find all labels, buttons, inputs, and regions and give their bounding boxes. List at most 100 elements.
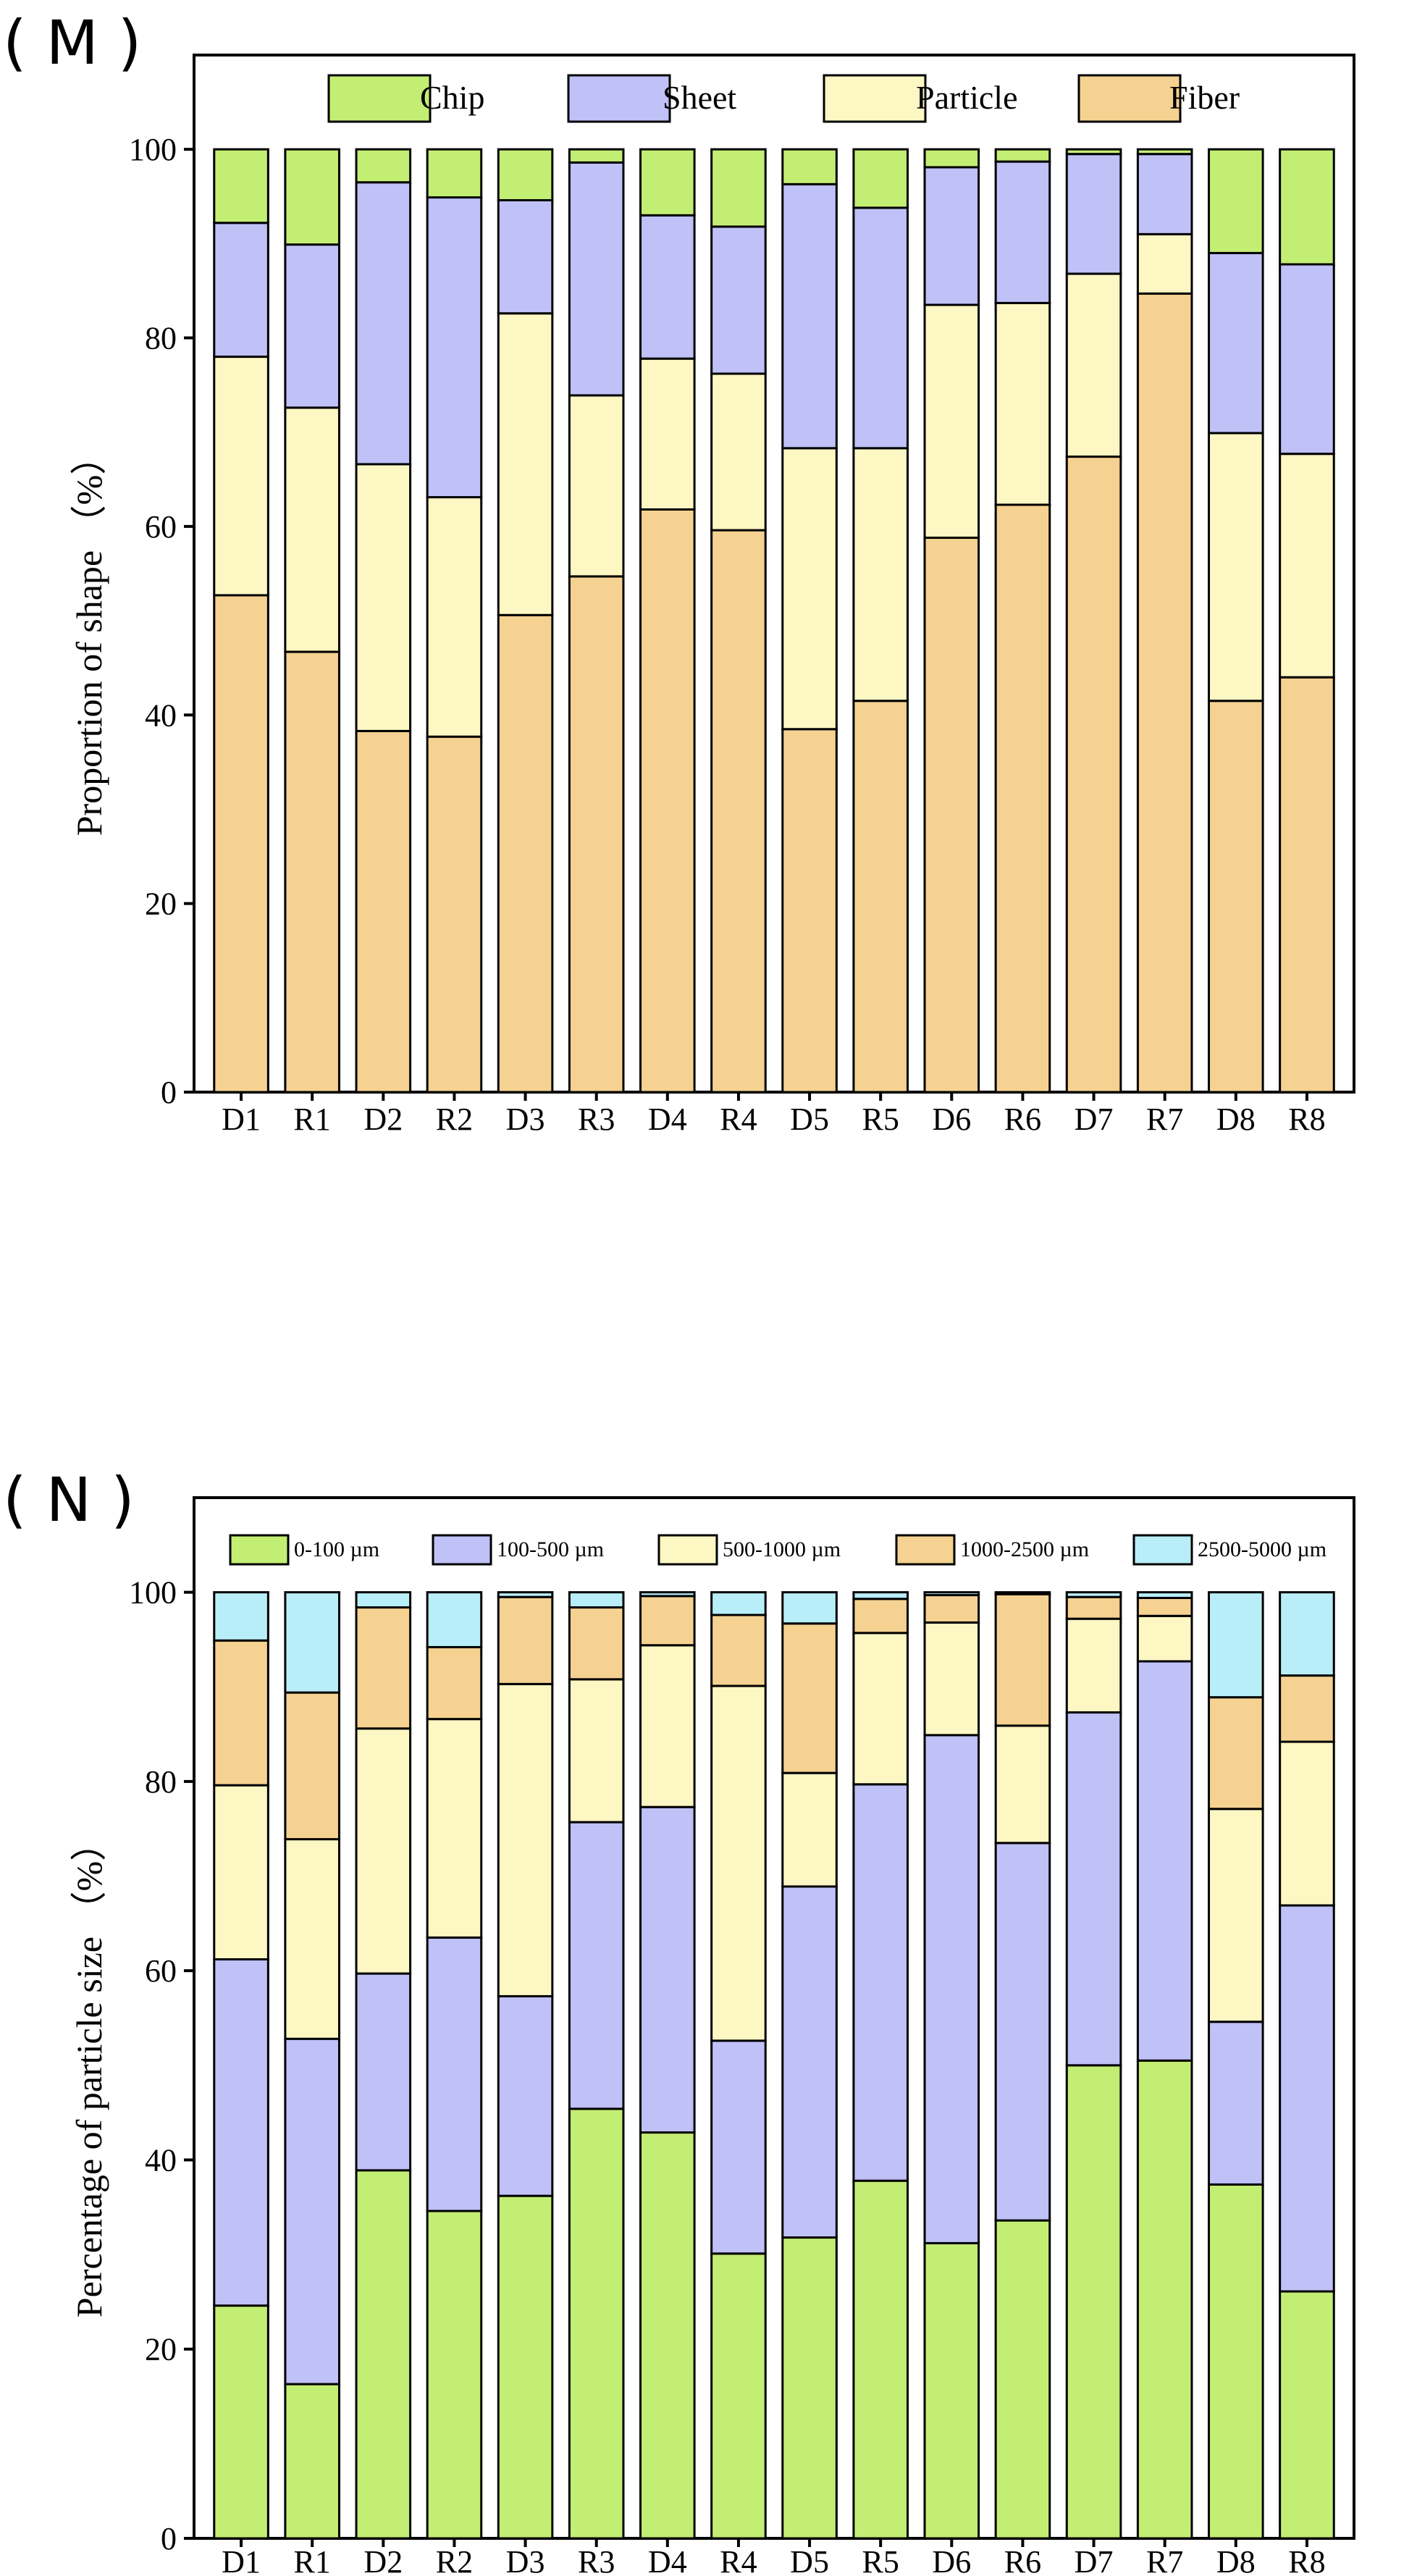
- bar-segment-R3-500-1000-m: [568, 1678, 625, 1824]
- legend-label: Chip: [420, 79, 484, 116]
- bar-segment-R1-1000-2500-m: [284, 1691, 340, 1841]
- bar-segment-D5-Fiber: [781, 728, 838, 1094]
- legend-label: Particle: [916, 79, 1018, 116]
- bar-segment-R2-2500-5000-m: [426, 1591, 483, 1648]
- bar-segment-R3-Chip: [568, 148, 625, 164]
- bar-segment-R5-2500-5000-m: [852, 1591, 909, 1600]
- bar-segment-D4-Fiber: [639, 508, 696, 1094]
- legend-label: 2500-5000 µm: [1198, 1537, 1326, 1561]
- bar-segment-R1-Sheet: [284, 243, 340, 409]
- bar-segment-R8-Fiber: [1279, 676, 1335, 1094]
- bar-segment-D6-500-1000-m: [923, 1621, 980, 1737]
- bar-segment-R8-500-1000-m: [1279, 1740, 1335, 1907]
- legend-swatch: [895, 1534, 956, 1566]
- bar-segment-D6-100-500-m: [923, 1734, 980, 2244]
- bar-segment-D3-Chip: [497, 148, 554, 201]
- bar-segment-D8-500-1000-m: [1208, 1808, 1264, 2023]
- bar-segment-D8-Particle: [1208, 432, 1264, 702]
- bar-segment-R1-Chip: [284, 148, 340, 246]
- y-axis-title: Proportion of shape （%）: [69, 439, 109, 836]
- bar-segment-D2-1000-2500-m: [355, 1606, 412, 1730]
- x-tick-label: R1: [294, 1102, 331, 1137]
- x-tick-label: D7: [1075, 1102, 1114, 1137]
- legend: 0-100 µm 100-500 µm 500-1000 µm 1000-2500 µ…: [229, 1534, 1326, 1566]
- bar-segment-D6-Sheet: [923, 166, 980, 306]
- bar-segment-D1-1000-2500-m: [213, 1639, 269, 1787]
- bar-segment-D3-100-500-m: [497, 1994, 554, 2197]
- bar-segment-R6-Chip: [994, 148, 1051, 163]
- x-tick-label: R8: [1288, 1102, 1325, 1137]
- bar-segment-R4-1000-2500-m: [710, 1614, 767, 1687]
- y-tick-label: 20: [145, 2332, 177, 2367]
- legend-label: 100-500 µm: [497, 1537, 604, 1561]
- bar-segment-R6-1000-2500-m: [994, 1593, 1051, 1727]
- bar-segment-D6-1000-2500-m: [923, 1594, 980, 1624]
- bar-segment-R6-0-100-m: [994, 2219, 1051, 2540]
- x-tick-label: R8: [1288, 2544, 1325, 2576]
- bar-segment-D6-0-100-m: [923, 2241, 980, 2540]
- bar-segment-R3-Fiber: [568, 575, 625, 1094]
- bar-segment-R5-Sheet: [852, 206, 909, 450]
- y-tick-label: 0: [161, 2521, 177, 2556]
- bar-segment-R6-100-500-m: [994, 1842, 1051, 2222]
- x-tick-label: D3: [506, 2544, 545, 2576]
- legend-label: Fiber: [1169, 79, 1240, 116]
- bar-segment-R2-500-1000-m: [426, 1718, 483, 1939]
- bar-segment-D7-Chip: [1065, 148, 1122, 156]
- bar-segment-R5-100-500-m: [852, 1783, 909, 2182]
- bar-segment-R3-1000-2500-m: [568, 1606, 625, 1681]
- bar-segment-R7-Particle: [1136, 232, 1193, 295]
- bar-segment-R8-0-100-m: [1279, 2290, 1335, 2540]
- plot-area: 0 20 40 60 80 100 D1 R1 D2 R2 D3 R3 D4 R4 D5 R5 D6 R6 D7 R7…: [129, 54, 1355, 1137]
- bar-segment-D2-100-500-m: [355, 1972, 412, 2172]
- bar-segment-D4-1000-2500-m: [639, 1595, 696, 1647]
- bar-segment-R1-2500-5000-m: [284, 1591, 340, 1694]
- x-tick-label: R4: [720, 1102, 757, 1137]
- bar-segment-R7-2500-5000-m: [1136, 1591, 1193, 1599]
- y-tick-label: 40: [145, 697, 177, 733]
- panel-label-n: ( N ): [3, 1464, 135, 1535]
- bar-segment-R4-0-100-m: [710, 2252, 767, 2540]
- x-tick-label: D7: [1075, 2544, 1114, 2576]
- x-tick-label: R2: [436, 2544, 473, 2576]
- bar-segment-D2-0-100-m: [355, 2169, 412, 2540]
- y-tick-label: 20: [145, 886, 177, 922]
- bar-segment-D1-0-100-m: [213, 2304, 269, 2540]
- bar-segment-D4-500-1000-m: [639, 1644, 696, 1808]
- bar-segment-D8-0-100-m: [1208, 2183, 1264, 2540]
- legend-label: 500-1000 µm: [723, 1537, 841, 1561]
- bar-segment-R3-0-100-m: [568, 2107, 625, 2540]
- bar-segment-D5-0-100-m: [781, 2236, 838, 2540]
- bar-segment-D5-1000-2500-m: [781, 1622, 838, 1774]
- bar-segment-R4-Chip: [710, 148, 767, 228]
- legend-swatch: [1077, 74, 1182, 123]
- bar-segment-D3-Fiber: [497, 613, 554, 1094]
- bar-segment-D3-500-1000-m: [497, 1682, 554, 1997]
- bar-segment-D4-Chip: [639, 148, 696, 217]
- bar-segment-D1-Sheet: [213, 222, 269, 358]
- bar-segment-D4-Particle: [639, 357, 696, 511]
- bar-segment-D8-2500-5000-m: [1208, 1591, 1264, 1699]
- bar-segment-R1-0-100-m: [284, 2383, 340, 2540]
- bar-segment-D7-1000-2500-m: [1065, 1595, 1122, 1620]
- bar-segment-R3-Particle: [568, 394, 625, 578]
- bar-segment-D6-2500-5000-m: [923, 1591, 980, 1597]
- x-tick-label: R5: [862, 1102, 899, 1137]
- y-axis-title: Percentage of particle size （%）: [69, 1825, 109, 2317]
- bar-segment-D1-100-500-m: [213, 1958, 269, 2307]
- bar-segment-D8-100-500-m: [1208, 2021, 1264, 2186]
- plot-area: 0 20 40 60 80 100 D1 R1 D2 R2 D3 R3 D4 R4 D5 R5 D6 R6 D7 R7…: [129, 1496, 1355, 2576]
- bar-segment-R5-Particle: [852, 447, 909, 702]
- bar-segment-D5-Chip: [781, 148, 838, 185]
- bar-segment-R7-500-1000-m: [1136, 1614, 1193, 1663]
- bar-segment-D8-Sheet: [1208, 251, 1264, 435]
- x-tick-label: R6: [1004, 2544, 1041, 2576]
- bar-segment-R8-1000-2500-m: [1279, 1674, 1335, 1743]
- bar-segment-D4-100-500-m: [639, 1805, 696, 2134]
- x-tick-label: D3: [506, 1102, 545, 1137]
- bar-segment-D7-Fiber: [1065, 456, 1122, 1094]
- x-tick-label: R3: [578, 2544, 615, 2576]
- bar-segment-D3-1000-2500-m: [497, 1595, 554, 1685]
- y-tick-label: 60: [145, 1953, 177, 1989]
